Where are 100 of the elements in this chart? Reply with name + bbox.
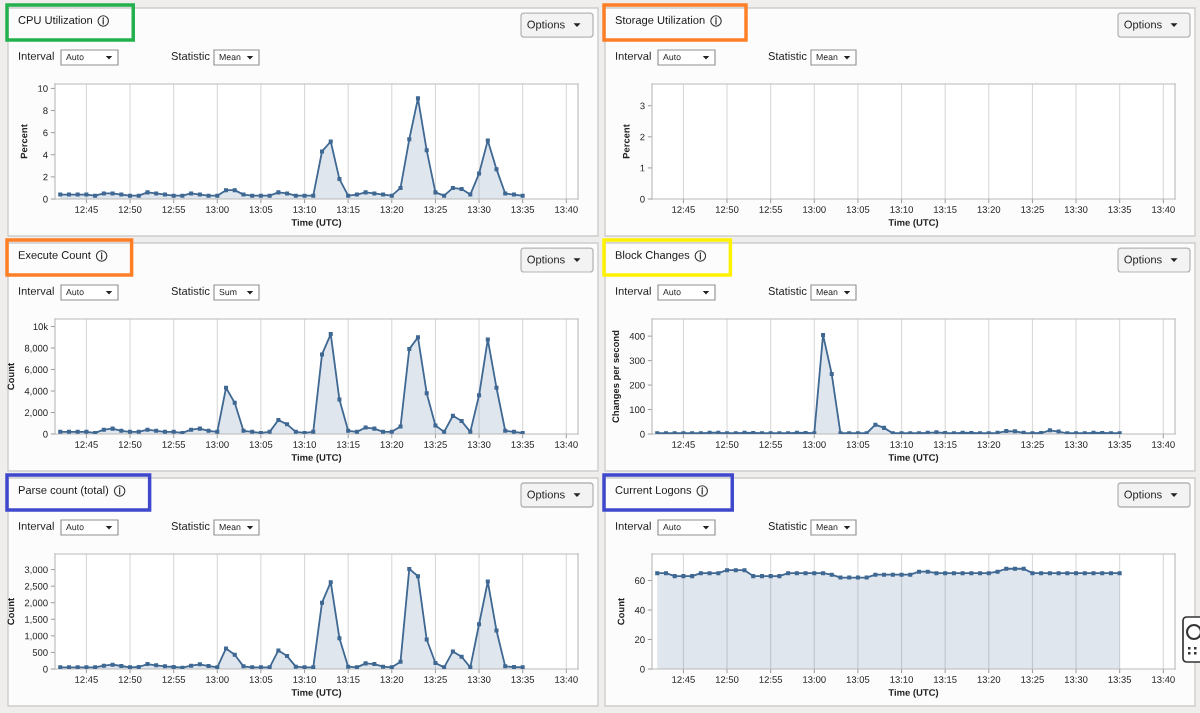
- point: [864, 575, 869, 580]
- point: [101, 427, 106, 432]
- point: [855, 575, 860, 580]
- y-tick-label: 4: [43, 151, 48, 159]
- text: Auto: [663, 289, 681, 296]
- x-tick-label: 13:40: [555, 676, 578, 683]
- x-tick-label: 13:25: [424, 441, 447, 448]
- x-tick-label: 13:00: [206, 206, 229, 213]
- point: [145, 190, 150, 195]
- point: [698, 571, 703, 576]
- x-tick-label: 12:55: [162, 676, 186, 683]
- x-tick-label: 13:10: [890, 206, 914, 213]
- point: [1074, 571, 1079, 576]
- x-tick-label: 13:35: [511, 206, 535, 213]
- point: [424, 391, 429, 396]
- point: [381, 664, 386, 669]
- point: [293, 664, 298, 669]
- point: [1056, 571, 1061, 576]
- point: [733, 568, 738, 573]
- point: [477, 622, 482, 627]
- text: Mean: [219, 54, 241, 61]
- point: [1004, 429, 1009, 434]
- x-tick-label: 12:45: [672, 441, 695, 448]
- point: [934, 430, 939, 434]
- point: [925, 569, 930, 574]
- point: [337, 636, 342, 641]
- y-tick-label: 0: [640, 195, 645, 203]
- x-tick-label: 13:25: [424, 676, 447, 683]
- point: [1082, 571, 1087, 576]
- point: [415, 96, 420, 101]
- point: [681, 574, 686, 579]
- point: [821, 332, 826, 337]
- point: [847, 431, 852, 434]
- point: [267, 429, 272, 434]
- point: [821, 571, 826, 576]
- point: [258, 430, 263, 434]
- y-axis-title: Percent: [623, 124, 630, 159]
- point: [511, 192, 516, 197]
- point: [1065, 431, 1070, 434]
- text: Mean: [219, 524, 241, 531]
- point: [733, 431, 738, 434]
- y-tick-label: 3: [640, 102, 645, 110]
- point: [459, 654, 464, 659]
- point: [838, 575, 843, 580]
- point: [354, 665, 359, 669]
- point: [311, 665, 316, 669]
- point: [337, 177, 342, 182]
- point: [189, 191, 194, 196]
- point: [1108, 571, 1113, 576]
- x-tick-label: 12:50: [118, 206, 142, 213]
- point: [101, 663, 106, 668]
- x-tick-label: 13:20: [977, 441, 1001, 448]
- point: [93, 193, 98, 198]
- point: [311, 193, 316, 198]
- x-tick-label: 12:50: [118, 441, 142, 448]
- point: [520, 430, 525, 434]
- x-tick-label: 13:05: [846, 441, 870, 448]
- point: [415, 335, 420, 340]
- point: [285, 191, 290, 196]
- point: [511, 429, 516, 434]
- point: [899, 572, 904, 577]
- point: [847, 575, 852, 580]
- point: [751, 574, 756, 579]
- point: [450, 185, 455, 190]
- point: [363, 661, 368, 666]
- point: [162, 192, 167, 197]
- point: [672, 574, 677, 579]
- point: [1012, 429, 1017, 434]
- point: [725, 431, 730, 434]
- point: [136, 193, 141, 198]
- x-tick-label: 13:15: [337, 441, 360, 448]
- point: [742, 430, 747, 434]
- point: [66, 665, 71, 669]
- point: [58, 192, 63, 197]
- point: [803, 571, 808, 576]
- point: [690, 574, 695, 579]
- y-tick-label: 6,000: [24, 366, 48, 375]
- x-tick-label: 12:50: [715, 206, 739, 213]
- point: [1056, 429, 1061, 434]
- point: [663, 431, 668, 434]
- point: [873, 572, 878, 577]
- x-tick-label: 13:15: [934, 206, 957, 213]
- point: [1091, 430, 1096, 434]
- point: [925, 430, 930, 434]
- y-tick-label: 40: [634, 606, 645, 614]
- x-tick-label: 13:20: [977, 676, 1001, 683]
- point: [398, 424, 403, 429]
- point: [58, 665, 63, 669]
- point: [128, 193, 133, 198]
- text: Mean: [816, 524, 838, 531]
- point: [293, 193, 298, 198]
- x-tick-label: 13:15: [337, 676, 360, 683]
- text: Interval: [19, 521, 54, 530]
- point: [934, 571, 939, 576]
- point: [145, 427, 150, 432]
- chart-title: Current Logons: [615, 486, 692, 497]
- text: Statistic: [171, 51, 210, 60]
- y-tick-label: 2: [43, 173, 48, 181]
- x-tick-label: 13:05: [249, 206, 273, 213]
- x-tick-label: 13:40: [555, 441, 578, 448]
